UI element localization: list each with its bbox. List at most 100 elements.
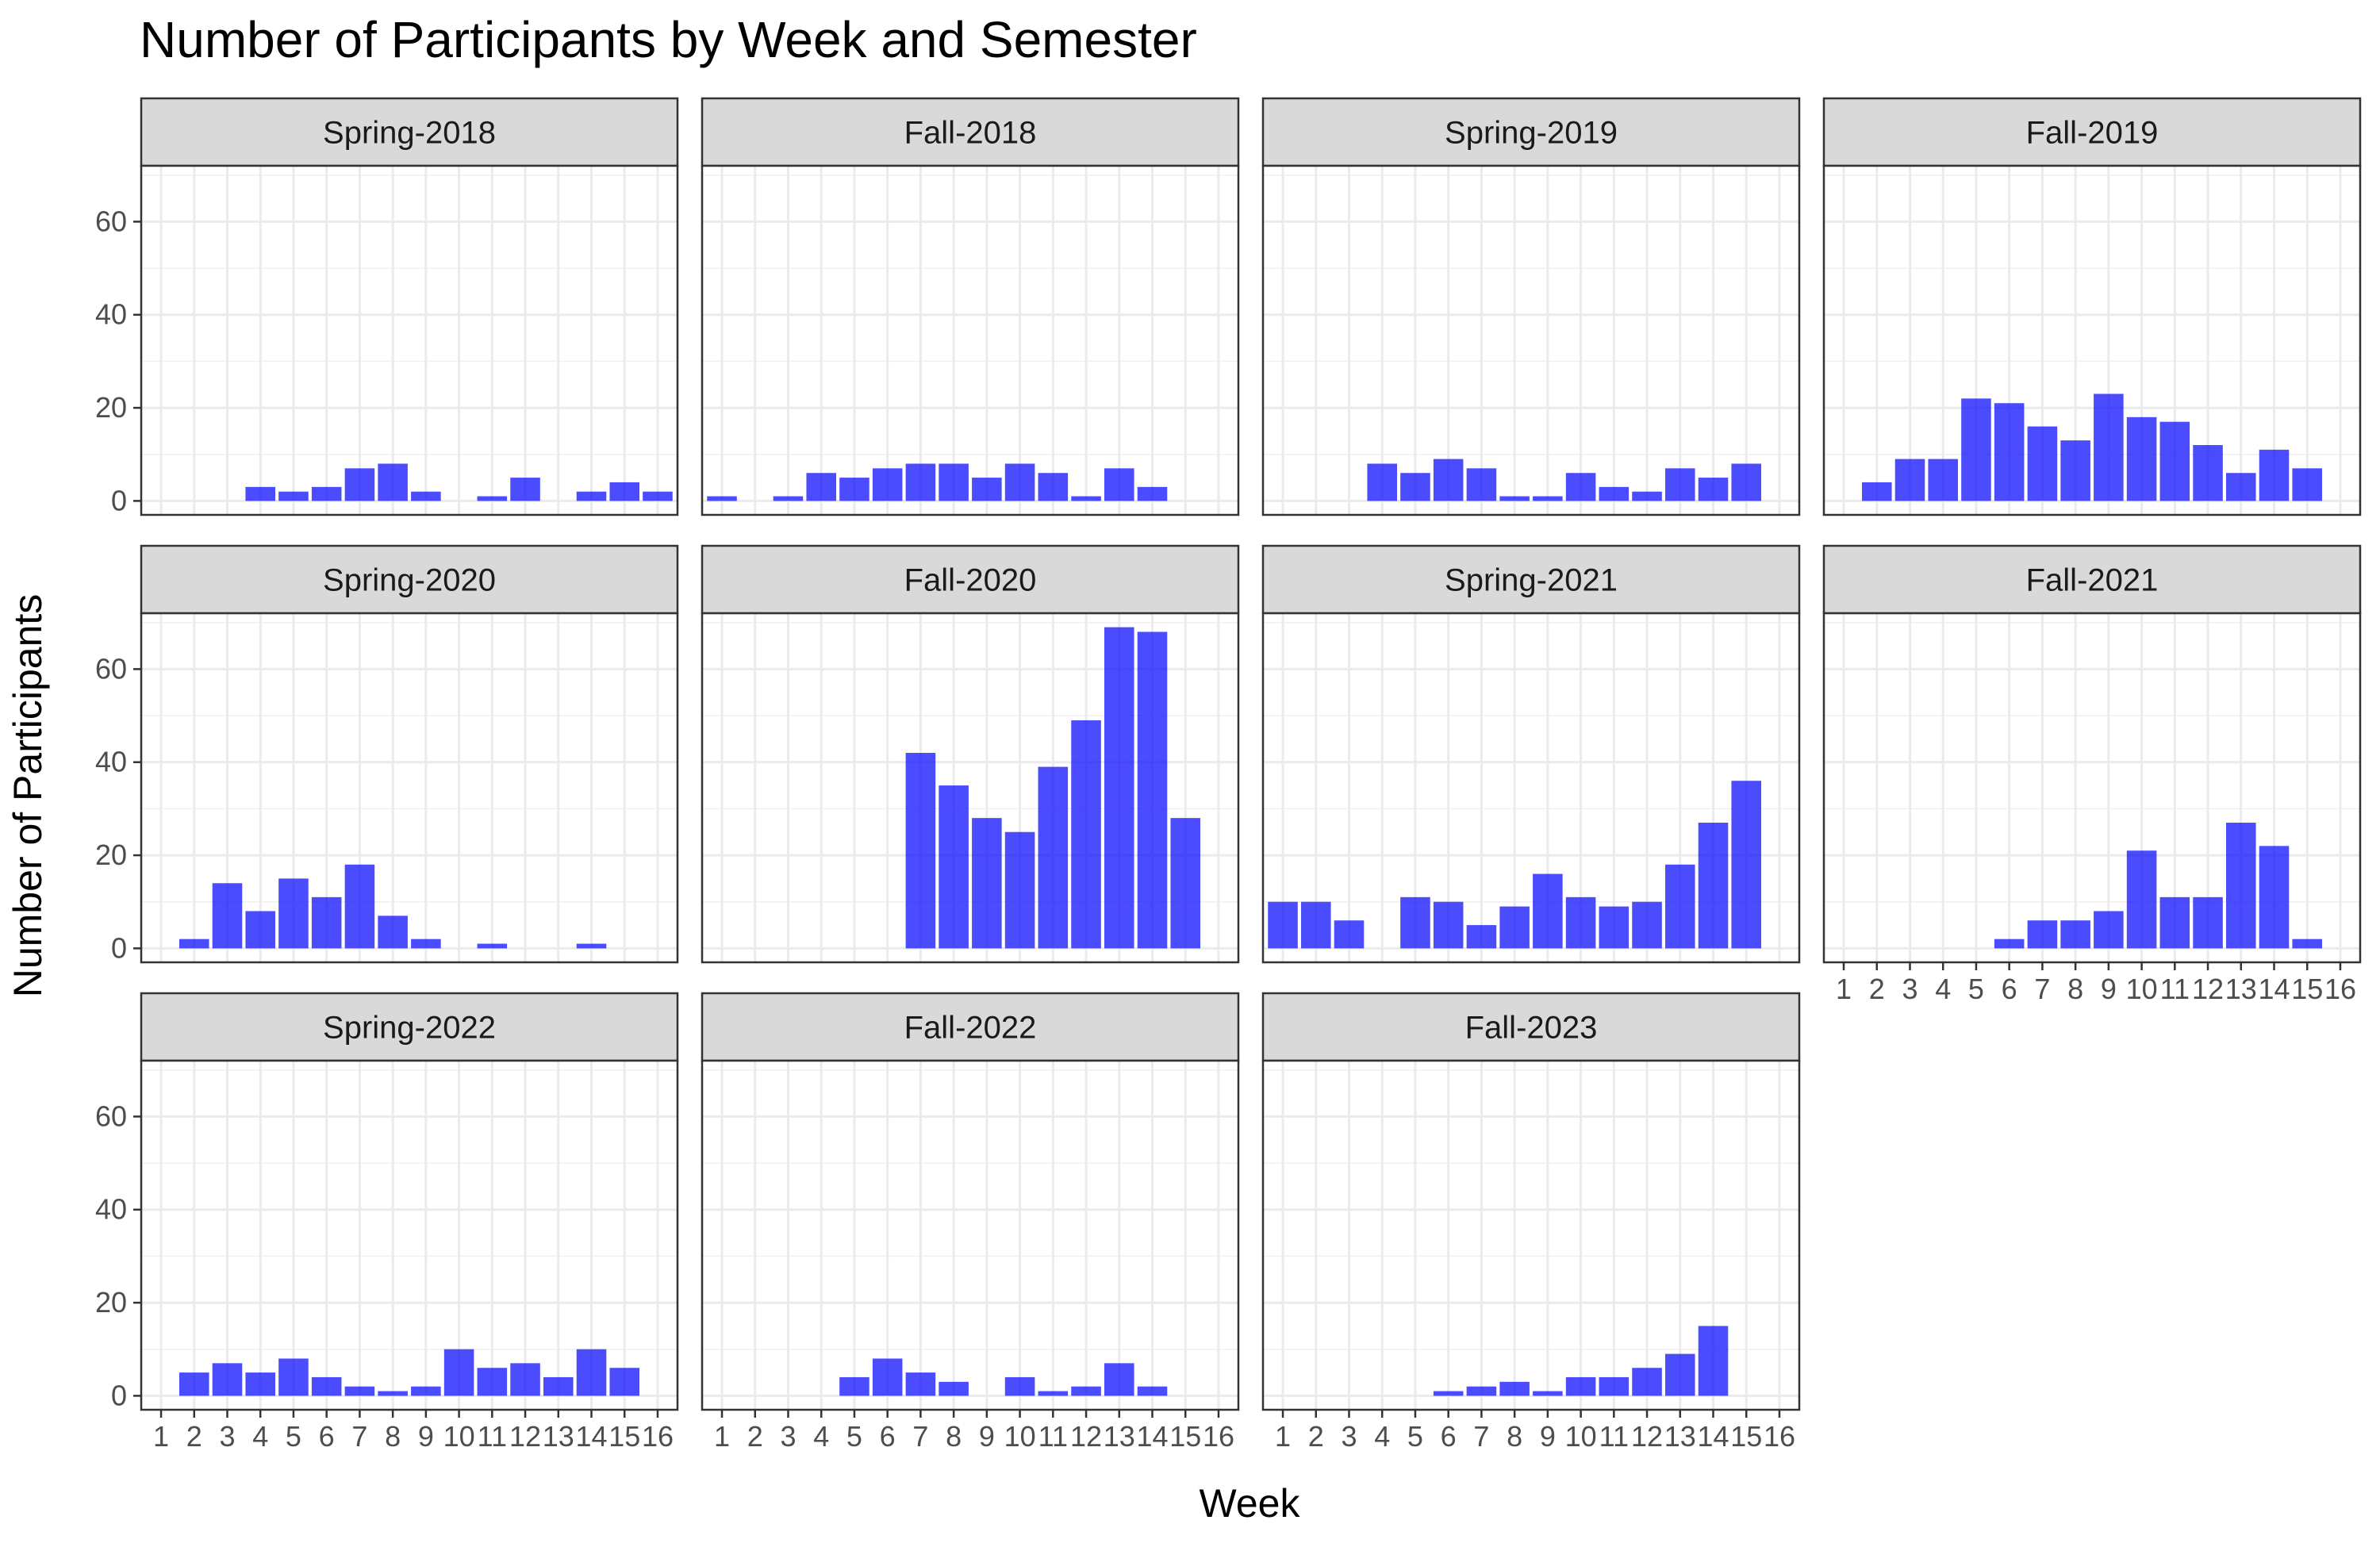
bar-week-8 <box>939 463 969 501</box>
y-tick-label: 0 <box>111 484 127 516</box>
bar-week-9 <box>411 491 441 501</box>
x-tick-label: 12 <box>2192 973 2224 1005</box>
panel-background <box>141 166 678 515</box>
bar-week-13 <box>2226 823 2256 949</box>
bar-week-2 <box>178 939 209 949</box>
bar-week-8 <box>1499 906 1530 949</box>
bar-week-7 <box>905 753 936 949</box>
facet-strip-label: Fall-2021 <box>2026 563 2159 598</box>
facet-strip <box>140 544 679 615</box>
x-tick-label: 15 <box>2291 973 2323 1005</box>
x-tick-label: 8 <box>2067 973 2083 1005</box>
bar-week-10 <box>1565 473 1596 501</box>
bar-week-12 <box>1632 491 1662 501</box>
facet-strip <box>1822 544 2362 615</box>
x-tick-label: 7 <box>2034 973 2050 1005</box>
x-tick-label: 4 <box>252 1420 268 1453</box>
bar-week-10 <box>1004 831 1035 949</box>
y-tick-label: 20 <box>95 1286 127 1319</box>
bar-week-14 <box>576 491 607 501</box>
bar-week-15 <box>1170 818 1201 949</box>
x-tick-label: 16 <box>1203 1420 1234 1453</box>
bar-week-2 <box>178 1372 209 1396</box>
panel-border <box>140 612 679 964</box>
bar-week-8 <box>378 1391 408 1396</box>
x-tick-label: 7 <box>351 1420 367 1453</box>
bar-week-15 <box>1731 781 1762 949</box>
facet-panel-fall-2020: Fall-2020 <box>701 544 1240 964</box>
facet-panel-spring-2018: Spring-2018 0 20 40 60 <box>95 97 679 516</box>
bar-week-11 <box>1599 906 1630 949</box>
bar-week-7 <box>344 864 375 949</box>
y-tick-label: 20 <box>95 391 127 424</box>
x-tick-label: 14 <box>1697 1420 1729 1453</box>
x-tick-label: 16 <box>642 1420 674 1453</box>
facet-panel-fall-2019: Fall-2019 <box>1822 97 2362 516</box>
bar-week-2 <box>1861 482 1892 501</box>
panel-border <box>701 1059 1240 1411</box>
bar-week-14 <box>1137 1386 1168 1396</box>
bar-week-5 <box>1400 473 1430 501</box>
panel-border <box>1822 612 2362 964</box>
bar-week-6 <box>1994 403 2025 501</box>
bar-week-13 <box>1665 1353 1695 1396</box>
x-tick-label: 1 <box>153 1420 169 1453</box>
facet-strip <box>140 97 679 167</box>
bar-week-5 <box>278 1358 309 1396</box>
bar-week-5 <box>839 1376 869 1396</box>
bar-week-7 <box>1466 468 1497 501</box>
bar-week-9 <box>1533 1391 1563 1396</box>
bar-week-3 <box>212 883 243 949</box>
x-tick-label: 16 <box>1764 1420 1795 1453</box>
panel-border <box>1261 164 1801 516</box>
x-tick-label: 3 <box>780 1420 796 1453</box>
y-tick-label: 60 <box>95 652 127 685</box>
bar-week-9 <box>2094 911 2124 949</box>
x-tick-label: 12 <box>1070 1420 1102 1453</box>
y-tick-label: 40 <box>95 746 127 778</box>
bar-week-3 <box>773 496 804 501</box>
bar-week-14 <box>1137 486 1168 501</box>
panel-background <box>702 166 1238 515</box>
x-tick-label: 10 <box>1004 1420 1036 1453</box>
bar-week-15 <box>2292 939 2323 949</box>
bar-week-6 <box>1994 939 2025 949</box>
x-tick-label: 5 <box>1407 1420 1423 1453</box>
x-tick-label: 11 <box>2160 973 2190 1005</box>
x-tick-label: 14 <box>575 1420 607 1453</box>
facet-strip-label: Spring-2020 <box>323 563 496 598</box>
bar-week-3 <box>1334 920 1365 949</box>
facet-panel-fall-2018: Fall-2018 <box>701 97 1240 516</box>
bar-week-14 <box>2259 449 2290 501</box>
panel-border <box>1822 164 2362 516</box>
bar-week-6 <box>872 468 903 501</box>
bar-week-4 <box>245 911 275 949</box>
bar-week-4 <box>1928 459 1958 501</box>
bar-week-5 <box>278 491 309 501</box>
bar-week-8 <box>939 1381 969 1396</box>
y-tick-label: 0 <box>111 931 127 964</box>
x-tick-label: 8 <box>946 1420 962 1453</box>
bar-week-9 <box>972 478 1002 501</box>
bar-week-12 <box>1632 901 1662 949</box>
bar-week-4 <box>806 473 836 501</box>
facet-strip <box>1822 97 2362 167</box>
bar-week-14 <box>1698 478 1729 501</box>
bar-week-3 <box>212 1363 243 1396</box>
bar-week-8 <box>378 463 408 501</box>
x-tick-label: 15 <box>1169 1420 1201 1453</box>
x-tick-label: 14 <box>1136 1420 1168 1453</box>
bar-week-15 <box>1731 463 1762 501</box>
bar-week-7 <box>905 463 936 501</box>
bar-week-10 <box>1565 1376 1596 1396</box>
bar-week-14 <box>1137 631 1168 949</box>
x-tick-label: 6 <box>319 1420 335 1453</box>
x-tick-label: 16 <box>2324 973 2356 1005</box>
y-tick-label: 40 <box>95 298 127 331</box>
x-tick-label: 14 <box>2258 973 2290 1005</box>
x-tick-label: 5 <box>1968 973 1984 1005</box>
x-tick-label: 1 <box>1836 973 1852 1005</box>
x-tick-label: 6 <box>1441 1420 1457 1453</box>
x-tick-label: 9 <box>418 1420 434 1453</box>
